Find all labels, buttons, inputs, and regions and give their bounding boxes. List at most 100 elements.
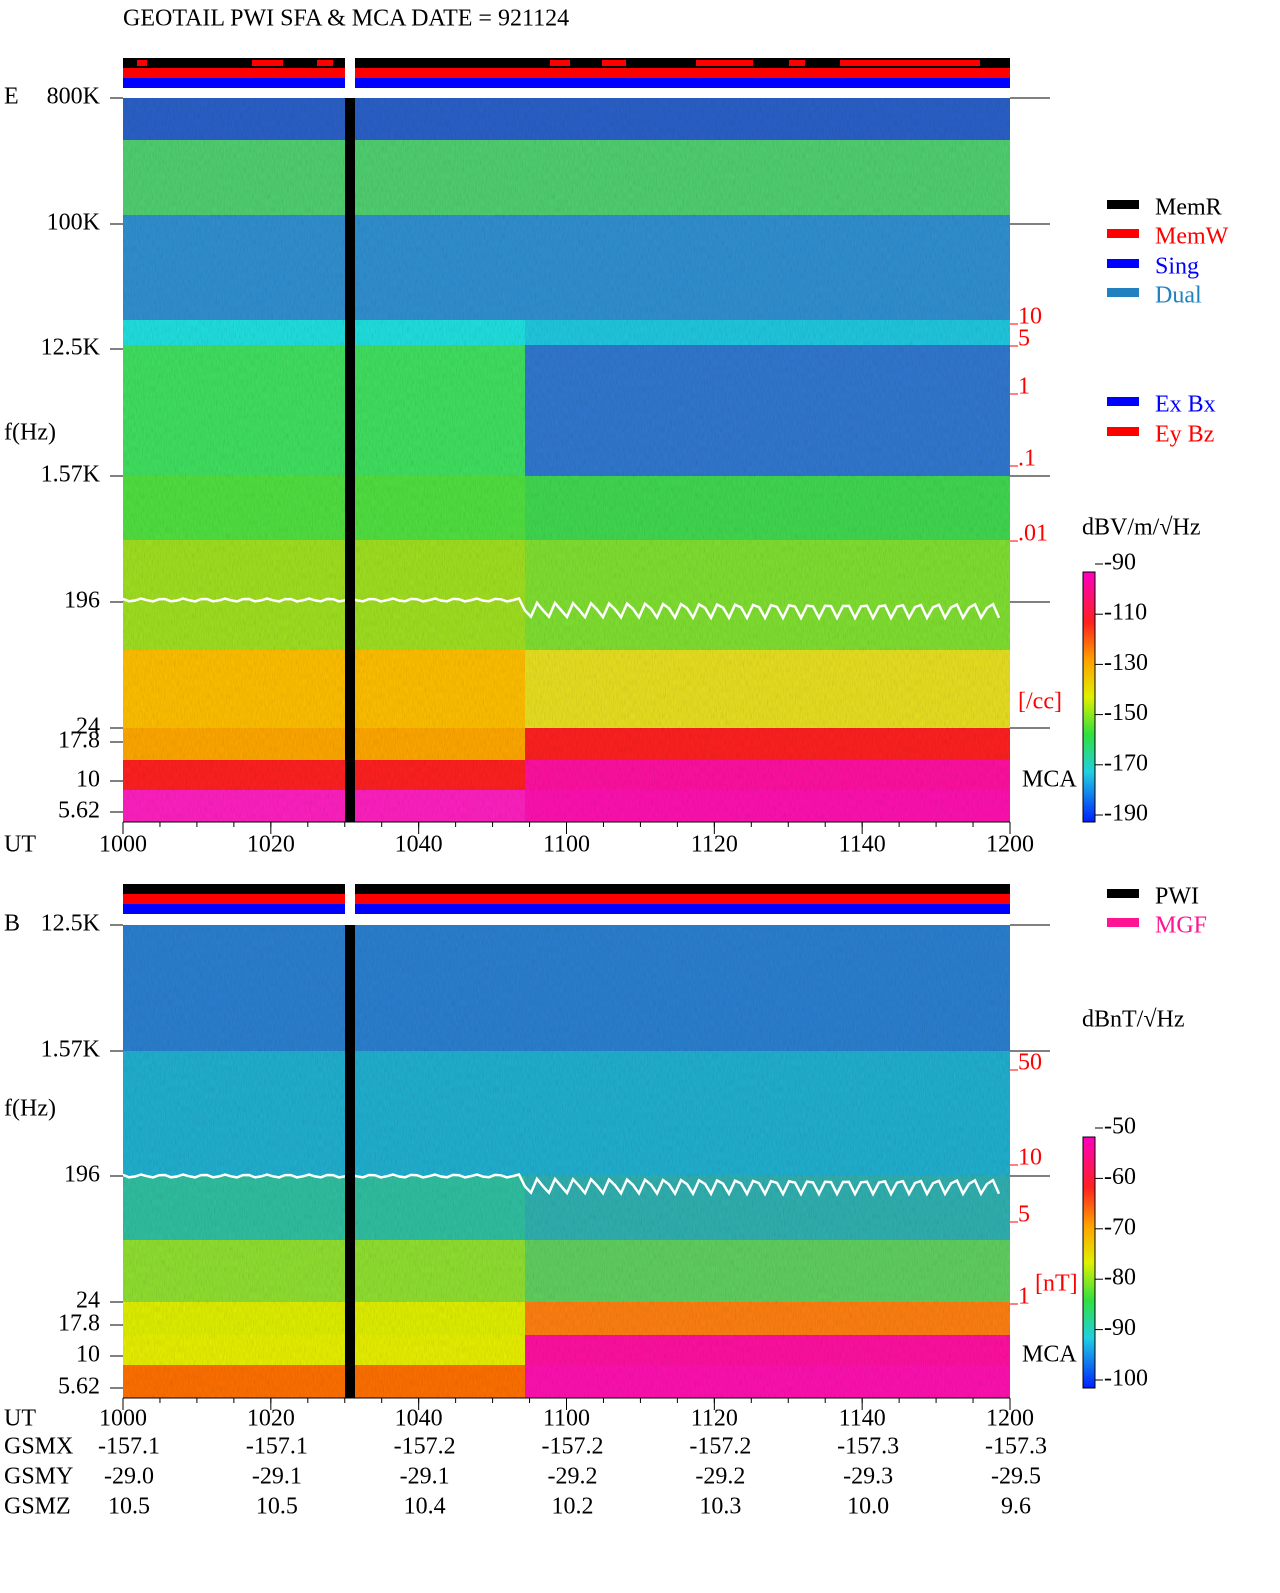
orbit-value: 10.5 xyxy=(108,1494,150,1520)
right-tick-label: 5 xyxy=(1018,1202,1030,1228)
y-tick-label: 12.5K xyxy=(41,911,101,937)
colorbar-tick-label: -100 xyxy=(1104,1366,1148,1392)
orbit-value: -29.1 xyxy=(252,1464,302,1490)
legend-label: MemR xyxy=(1155,195,1222,221)
colorbar-tick-label: -60 xyxy=(1104,1164,1136,1190)
status-segment xyxy=(550,60,570,66)
orbit-value: 10.4 xyxy=(404,1494,446,1520)
status-gap xyxy=(345,884,355,914)
orbit-value: -29.1 xyxy=(400,1464,450,1490)
status-segment xyxy=(602,60,626,66)
colorbar-tick-label: -130 xyxy=(1104,650,1148,676)
right-tick-label: 10 xyxy=(1018,1145,1042,1171)
y-tick-label: 196 xyxy=(64,588,100,614)
orbit-value: -157.1 xyxy=(246,1434,308,1460)
y-tick-label: 5.62 xyxy=(58,798,100,824)
status-segment xyxy=(696,60,753,66)
y-tick-label: 1.57K xyxy=(41,462,101,488)
legend-label: MGF xyxy=(1155,913,1207,939)
orbit-value: -157.2 xyxy=(542,1434,604,1460)
x-tick-label: 1200 xyxy=(986,832,1034,858)
legend-label: MemW xyxy=(1155,224,1229,250)
x-tick-label: 1100 xyxy=(543,832,590,858)
right-tick-label: 10 xyxy=(1018,304,1042,330)
orbit-value: 9.6 xyxy=(1001,1494,1031,1520)
status-bar xyxy=(123,78,1010,88)
status-segment xyxy=(252,60,283,66)
y-tick-label: 800K xyxy=(47,84,101,110)
axis-label: UT xyxy=(4,832,36,858)
orbit-value: -157.1 xyxy=(98,1434,160,1460)
orbit-value: -29.2 xyxy=(695,1464,745,1490)
status-segment xyxy=(317,60,333,66)
orbit-value: -157.3 xyxy=(837,1434,899,1460)
orbit-value: 10.5 xyxy=(256,1494,298,1520)
data-gap xyxy=(345,98,355,822)
right-tick-label: .1 xyxy=(1018,446,1036,472)
y-tick-label: 1.57K xyxy=(41,1037,101,1063)
y-tick-label: 24 xyxy=(76,714,100,740)
legend-label: Dual xyxy=(1155,283,1202,309)
status-gap xyxy=(345,58,355,88)
legend-swatch xyxy=(1107,427,1139,436)
orbit-value: -29.2 xyxy=(548,1464,598,1490)
orbit-label: GSMZ xyxy=(4,1494,71,1520)
status-segment xyxy=(137,60,147,66)
orbit-label: GSMX xyxy=(4,1434,73,1460)
y-tick-label: 10 xyxy=(76,1342,100,1368)
x-tick-label: 1120 xyxy=(691,832,738,858)
status-bar xyxy=(123,894,1010,904)
colorbar-unit: dBnT/√Hz xyxy=(1082,1007,1185,1033)
orbit-value: 10.0 xyxy=(847,1494,889,1520)
orbit-value: -29.5 xyxy=(991,1464,1041,1490)
legend-label: Sing xyxy=(1155,254,1199,280)
legend-label: Ex Bx xyxy=(1155,392,1216,418)
y-tick-label: 17.8 xyxy=(58,728,100,754)
axis-label: f(Hz) xyxy=(4,1096,56,1122)
x-tick-label: 1020 xyxy=(247,832,295,858)
y-tick-label: 10 xyxy=(76,767,100,793)
legend-swatch xyxy=(1107,229,1139,238)
right-tick-label: 50 xyxy=(1018,1050,1042,1076)
spectrogram-noise xyxy=(123,98,1010,822)
colorbar-tick-label: -110 xyxy=(1104,600,1147,626)
status-bar xyxy=(123,904,1010,914)
colorbar-tick-label: -190 xyxy=(1104,801,1148,827)
density-trace xyxy=(122,597,1001,621)
axis-label: f(Hz) xyxy=(4,420,56,446)
orbit-label: GSMY xyxy=(4,1464,73,1490)
status-bar xyxy=(123,884,1010,894)
legend-swatch xyxy=(1107,889,1139,898)
colorbar-tick-label: -170 xyxy=(1104,750,1148,776)
legend-label: PWI xyxy=(1155,884,1199,910)
legend-label: Ey Bz xyxy=(1155,422,1214,448)
colorbar-tick-label: -70 xyxy=(1104,1214,1136,1240)
axis-label: UT xyxy=(4,1406,36,1432)
mca-label: MCA xyxy=(1022,1342,1077,1368)
colorbar-tick-label: -90 xyxy=(1104,550,1136,576)
orbit-value: -157.2 xyxy=(394,1434,456,1460)
legend-swatch xyxy=(1107,918,1139,927)
legend-swatch xyxy=(1107,259,1139,268)
colorbar xyxy=(1082,1136,1096,1389)
panel-label: B xyxy=(4,911,20,937)
colorbar-tick-label: -50 xyxy=(1104,1114,1136,1140)
colorbar-tick-label: -150 xyxy=(1104,700,1148,726)
status-segment xyxy=(840,60,980,66)
colorbar xyxy=(1082,571,1096,823)
y-tick-label: 12.5K xyxy=(41,335,101,361)
legend-swatch xyxy=(1107,288,1139,297)
y-tick-label: 196 xyxy=(64,1162,100,1188)
orbit-value: -157.2 xyxy=(689,1434,751,1460)
right-tick-label: 5 xyxy=(1018,326,1030,352)
legend-swatch xyxy=(1107,200,1139,209)
data-gap xyxy=(345,925,355,1398)
status-segment xyxy=(789,60,805,66)
colorbar-tick-label: -80 xyxy=(1104,1265,1136,1291)
y-tick-label: 100K xyxy=(47,210,101,236)
x-tick-label: 1040 xyxy=(395,832,443,858)
mca-label: MCA xyxy=(1022,767,1077,793)
orbit-value: 10.3 xyxy=(699,1494,741,1520)
y-tick-label: 24 xyxy=(76,1288,100,1314)
right-unit: [nT] xyxy=(1035,1271,1078,1297)
